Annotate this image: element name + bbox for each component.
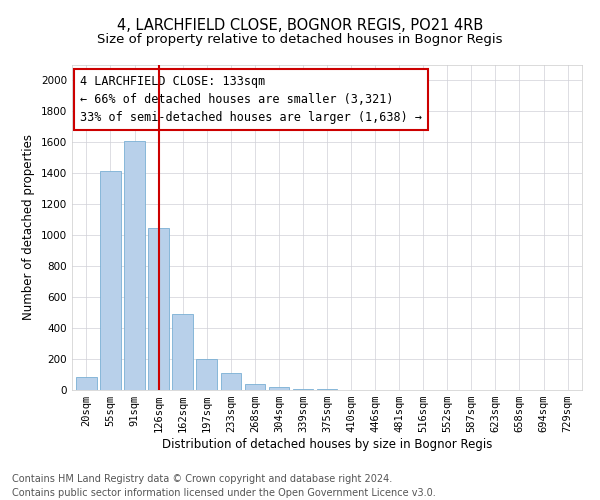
Bar [148, 228, 169, 390]
Bar [221, 373, 241, 390]
Bar [76, 377, 97, 390]
Bar [172, 314, 193, 390]
Y-axis label: Number of detached properties: Number of detached properties [22, 134, 35, 320]
X-axis label: Distribution of detached houses by size in Bognor Regis: Distribution of detached houses by size … [162, 438, 492, 451]
Bar [293, 389, 313, 390]
Bar [124, 141, 145, 390]
Bar [245, 384, 265, 390]
Bar [269, 387, 289, 390]
Bar [100, 171, 121, 390]
Text: Size of property relative to detached houses in Bognor Regis: Size of property relative to detached ho… [97, 32, 503, 46]
Text: Contains HM Land Registry data © Crown copyright and database right 2024.
Contai: Contains HM Land Registry data © Crown c… [12, 474, 436, 498]
Text: 4 LARCHFIELD CLOSE: 133sqm
← 66% of detached houses are smaller (3,321)
33% of s: 4 LARCHFIELD CLOSE: 133sqm ← 66% of deta… [80, 74, 422, 124]
Text: 4, LARCHFIELD CLOSE, BOGNOR REGIS, PO21 4RB: 4, LARCHFIELD CLOSE, BOGNOR REGIS, PO21 … [117, 18, 483, 32]
Bar [196, 359, 217, 390]
